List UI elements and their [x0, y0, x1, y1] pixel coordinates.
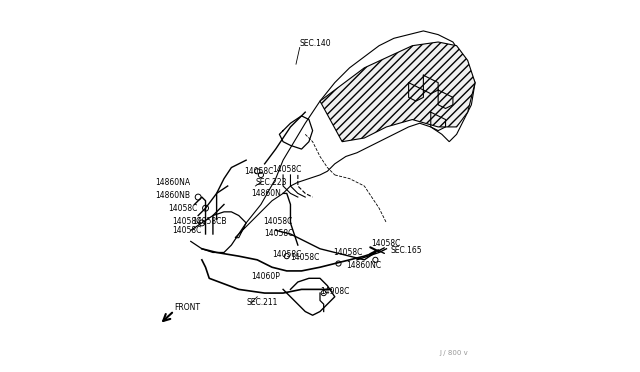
Text: 14860NC: 14860NC [346, 261, 381, 270]
Text: SEC.223: SEC.223 [255, 178, 287, 187]
Text: 14058C: 14058C [333, 248, 362, 257]
Text: SEC.140: SEC.140 [300, 39, 332, 48]
Text: J / 800 v: J / 800 v [439, 350, 468, 356]
Text: SEC.211: SEC.211 [246, 298, 278, 307]
Polygon shape [320, 42, 475, 142]
Text: 14058CB: 14058CB [193, 217, 227, 225]
Text: 14860N: 14860N [252, 189, 282, 198]
Text: 14860NA: 14860NA [156, 178, 191, 187]
Text: 14058C: 14058C [272, 250, 301, 259]
Text: 14058C: 14058C [168, 203, 198, 213]
Text: 14058C: 14058C [244, 167, 274, 176]
Text: 14060P: 14060P [252, 272, 280, 281]
Text: 14058C: 14058C [372, 239, 401, 248]
Text: 14908C: 14908C [320, 287, 349, 296]
Text: 14058C: 14058C [263, 217, 292, 225]
Text: 14058C: 14058C [264, 230, 294, 238]
Text: FRONT: FRONT [174, 303, 200, 312]
Text: 14058C: 14058C [172, 217, 202, 225]
Text: 14058C: 14058C [172, 226, 202, 235]
Text: SEC.165: SEC.165 [390, 246, 422, 255]
Text: 14860NB: 14860NB [156, 191, 191, 200]
Text: 14058C: 14058C [291, 253, 320, 263]
Text: 14058C: 14058C [272, 165, 301, 174]
